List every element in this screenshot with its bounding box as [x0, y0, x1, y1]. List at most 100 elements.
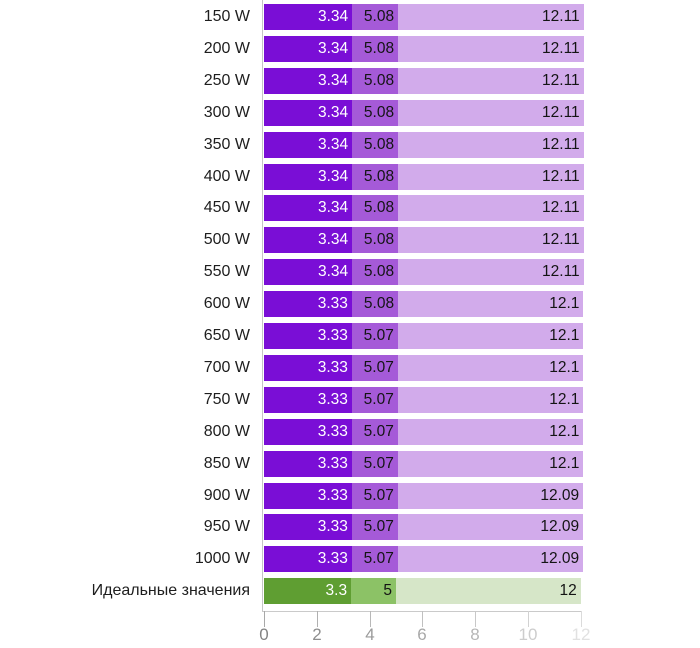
- bar-row: 150 W 3.34 5.08 12.11: [0, 4, 700, 30]
- stacked-bar: 3.34 5.08 12.11: [264, 163, 584, 190]
- stacked-bar: 3.33 5.07 12.1: [264, 418, 584, 445]
- stacked-bar: 3.33 5.07 12.09: [264, 546, 584, 573]
- stacked-bar: 3.34 5.08 12.11: [264, 99, 584, 126]
- stacked-bar: 3.34 5.08 12.11: [264, 131, 584, 158]
- bar-row: 750 W 3.33 5.07 12.1: [0, 386, 700, 413]
- category-label: 900 W: [203, 486, 250, 504]
- x-axis-tick: [370, 611, 371, 627]
- bar-segment-1: 3.34: [264, 131, 353, 158]
- stacked-bar: 3.34 5.08 12.11: [264, 67, 584, 94]
- x-axis-tick: [264, 611, 265, 627]
- bar-segment-1: 3.33: [264, 514, 352, 541]
- bar-segment-3: 12.1: [397, 386, 584, 413]
- bar-segment-2: 5.07: [351, 418, 398, 445]
- bar-row: 700 W 3.33 5.07 12.1: [0, 354, 700, 381]
- bar-segment-2: 5.08: [351, 291, 399, 318]
- category-label: 200 W: [203, 39, 250, 57]
- category-label: 800 W: [203, 422, 250, 440]
- bar-segment-3: 12.11: [398, 4, 584, 30]
- x-axis-tick-label: 10: [518, 625, 538, 644]
- bar-row: 300 W 3.34 5.08 12.11: [0, 99, 700, 126]
- bar-segment-1: 3.34: [264, 227, 353, 254]
- bar-row: 900 W 3.33 5.07 12.09: [0, 482, 700, 509]
- bar-segment-1: 3.34: [264, 259, 353, 286]
- category-label: 650 W: [203, 327, 250, 344]
- bar-segment-1: 3.33: [264, 546, 352, 573]
- bar-segment-3: 12.11: [398, 195, 584, 222]
- stacked-bar: 3.34 5.08 12.11: [264, 227, 584, 254]
- category-label: 450 W: [203, 199, 250, 217]
- bar-segment-2: 5.07: [351, 450, 398, 477]
- x-axis-tick-label: 12: [571, 625, 591, 644]
- bar-segment-1: 3.33: [264, 386, 352, 413]
- category-label: 500 W: [203, 231, 250, 249]
- category-label: 600 W: [203, 295, 250, 313]
- x-axis-tick-label: 0: [259, 625, 269, 644]
- category-label: Идеальные значения: [91, 582, 250, 600]
- bar-row: 800 W 3.33 5.07 12.1: [0, 418, 700, 445]
- bar-row: 400 W 3.34 5.08 12.11: [0, 163, 700, 190]
- category-label: 550 W: [203, 263, 250, 281]
- bar-segment-2: 5.08: [352, 131, 399, 158]
- bar-segment-1: 3.33: [264, 482, 352, 509]
- bar-segment-2: 5.08: [352, 99, 399, 126]
- bar-row: 200 W 3.34 5.08 12.11: [0, 35, 700, 62]
- stacked-bar: 3.34 5.08 12.11: [264, 259, 584, 286]
- bar-segment-2: 5.08: [352, 35, 399, 62]
- x-axis-tick-label: 6: [417, 625, 427, 644]
- bar-row: 600 W 3.33 5.08 12.1: [0, 291, 700, 318]
- bar-row: 850 W 3.33 5.07 12.1: [0, 450, 700, 477]
- bar-segment-1: 3.34: [264, 163, 353, 190]
- bar-segment-3: 12.09: [397, 546, 584, 573]
- bar-row: 1000 W 3.33 5.07 12.09: [0, 546, 700, 573]
- bar-row: 950 W 3.33 5.07 12.09: [0, 514, 700, 541]
- bar-segment-2: 5: [351, 578, 396, 605]
- bar-segment-1: 3.33: [264, 291, 352, 318]
- category-label: 350 W: [203, 135, 250, 153]
- stacked-bar: 3.33 5.07 12.1: [264, 323, 584, 349]
- bar-row: 650 W 3.33 5.07 12.1: [0, 323, 700, 349]
- x-axis-tick-label: 2: [312, 625, 322, 644]
- bar-row: Идеальные значения 3.3 5 12: [0, 578, 700, 605]
- bar-segment-1: 3.33: [264, 450, 352, 477]
- category-label: 750 W: [203, 390, 250, 408]
- bar-segment-3: 12.11: [398, 131, 584, 158]
- category-label: 700 W: [203, 358, 250, 376]
- category-label: 1000 W: [194, 550, 250, 568]
- bar-segment-3: 12.11: [398, 259, 584, 286]
- bar-segment-3: 12.11: [398, 99, 584, 126]
- x-axis-tick: [528, 611, 529, 627]
- x-axis-tick: [317, 611, 318, 627]
- category-label: 400 W: [203, 167, 250, 185]
- bar-segment-1: 3.34: [264, 67, 353, 94]
- bar-segment-2: 5.08: [352, 163, 399, 190]
- category-label: 850 W: [203, 454, 250, 472]
- x-axis-tick: [581, 611, 582, 627]
- stacked-bar: 3.33 5.07 12.1: [264, 354, 584, 381]
- x-axis-tick-label: 4: [365, 625, 375, 644]
- bar-segment-2: 5.07: [351, 546, 398, 573]
- stacked-bar: 3.33 5.07 12.09: [264, 482, 584, 509]
- bar-segment-2: 5.07: [351, 482, 398, 509]
- stacked-bar: 3.33 5.08 12.1: [264, 291, 584, 318]
- bar-row: 250 W 3.34 5.08 12.11: [0, 67, 700, 94]
- stacked-bar: 3.33 5.07 12.1: [264, 450, 584, 477]
- bar-segment-2: 5.07: [351, 514, 398, 541]
- category-label: 300 W: [203, 103, 250, 121]
- bar-segment-1: 3.34: [264, 4, 353, 30]
- bar-row: 550 W 3.34 5.08 12.11: [0, 259, 700, 286]
- bar-segment-1: 3.34: [264, 99, 353, 126]
- bar-segment-3: 12.1: [397, 450, 584, 477]
- bar-segment-2: 5.07: [351, 323, 398, 349]
- bar-segment-2: 5.07: [351, 386, 398, 413]
- stacked-bar: 3.33 5.07 12.1: [264, 386, 584, 413]
- bar-row: 350 W 3.34 5.08 12.11: [0, 131, 700, 158]
- bar-segment-1: 3.34: [264, 35, 353, 62]
- x-axis-line: [262, 611, 581, 612]
- bar-segment-3: 12.09: [397, 482, 584, 509]
- bar-segment-3: 12.1: [397, 323, 584, 349]
- bar-segment-3: 12.1: [397, 418, 584, 445]
- bar-segment-3: 12.11: [398, 67, 584, 94]
- bar-segment-3: 12.09: [397, 514, 584, 541]
